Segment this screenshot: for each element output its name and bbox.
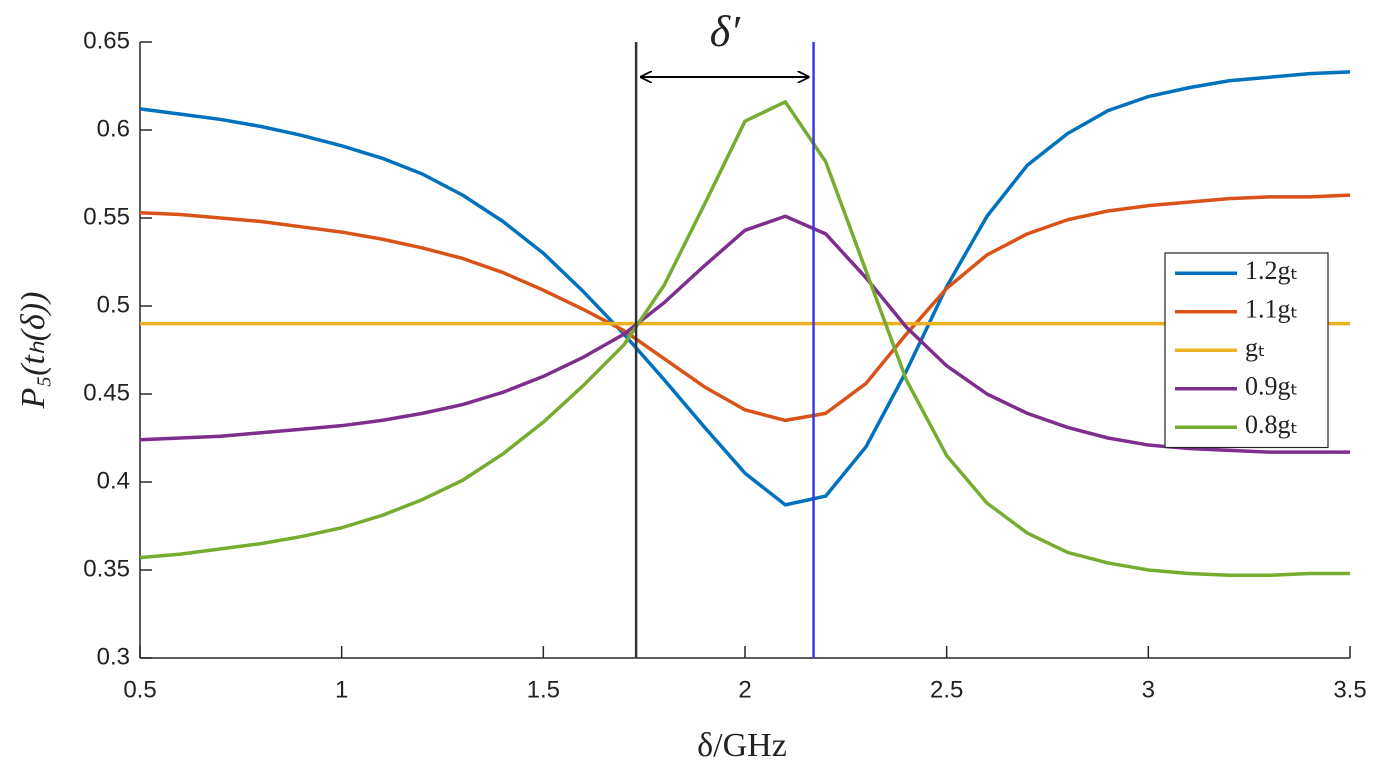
legend-label: 0.8gₜ [1245,410,1298,439]
y-tick-label: 0.45 [83,379,130,406]
y-tick-label: 0.6 [97,115,130,142]
y-tick-label: 0.65 [83,27,130,54]
data-line [139,100,1350,578]
data-line [139,193,1351,423]
x-axis-label: δ/GHz [697,727,787,764]
data-line [139,70,1351,507]
x-tick-label: 3.5 [1333,676,1366,703]
x-tick-label: 3 [1142,676,1155,703]
x-tick-label: 2 [738,676,751,703]
y-axis-label: P₅(tₕ(δ)) [15,292,52,410]
x-tick-label: 1.5 [527,676,560,703]
y-tick-label: 0.4 [97,467,130,494]
legend-label: gₜ [1245,333,1266,362]
legend-label: 1.1gₜ [1245,295,1298,324]
x-tick-label: 2.5 [930,676,963,703]
annotation: δ′ [710,7,741,56]
x-tick-label: 0.5 [123,676,156,703]
data-line [139,214,1350,454]
y-tick-label: 0.35 [83,555,130,582]
y-tick-label: 0.55 [83,203,130,230]
legend-label: 1.2gₜ [1245,256,1298,285]
y-tick-label: 0.3 [97,643,130,670]
legend-label: 0.9gₜ [1245,372,1298,401]
x-tick-label: 1 [335,676,348,703]
y-tick-label: 0.5 [97,291,130,318]
